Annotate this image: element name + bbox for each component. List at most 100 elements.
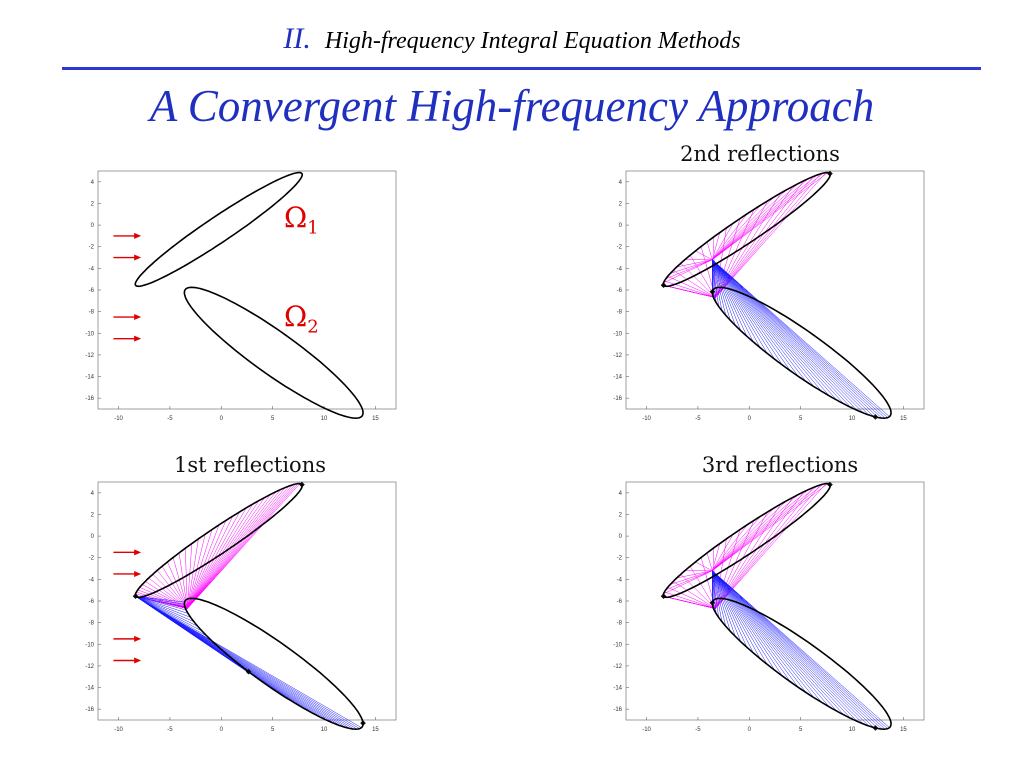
y-tick-label: -14 bbox=[85, 686, 94, 692]
ray-obstacle2 bbox=[712, 570, 874, 728]
x-tick-label: 15 bbox=[900, 416, 907, 422]
ray-obstacle1 bbox=[187, 511, 240, 609]
ray-obstacle2 bbox=[712, 259, 748, 337]
ray-obstacle2 bbox=[712, 570, 742, 642]
y-tick-label: -6 bbox=[89, 288, 95, 294]
ray-obstacle1 bbox=[187, 520, 227, 609]
y-tick-label: -8 bbox=[617, 310, 623, 316]
ray-obstacle2 bbox=[712, 570, 723, 622]
ray-obstacle1 bbox=[663, 570, 713, 595]
ray-obstacle1 bbox=[715, 483, 827, 609]
y-tick-label: 2 bbox=[619, 512, 623, 518]
ray-obstacle1 bbox=[715, 172, 827, 298]
incident-arrow-head bbox=[134, 570, 142, 577]
x-tick-label: 5 bbox=[271, 727, 275, 733]
ray-obstacle2 bbox=[135, 596, 358, 730]
ray-obstacle1 bbox=[712, 543, 721, 571]
ray-obstacle1 bbox=[187, 497, 266, 609]
ray-obstacle1 bbox=[663, 284, 716, 298]
y-tick-label: 2 bbox=[91, 512, 95, 518]
ray-obstacle1 bbox=[715, 173, 821, 298]
y-tick-label: -6 bbox=[89, 599, 95, 605]
ray-obstacle2 bbox=[712, 259, 807, 382]
ray-obstacle1 bbox=[712, 189, 788, 260]
x-tick-label: -10 bbox=[642, 727, 651, 733]
y-tick-label: -14 bbox=[613, 686, 622, 692]
ray-obstacle2 bbox=[712, 259, 783, 366]
plot-title-first: 1st reflections bbox=[173, 453, 326, 477]
ray-obstacle1 bbox=[665, 259, 713, 280]
ray-obstacle2 bbox=[135, 595, 185, 608]
ray-obstacle1 bbox=[157, 570, 188, 609]
ray-obstacle2 bbox=[712, 570, 719, 618]
ray-obstacle2 bbox=[712, 570, 799, 688]
ray-obstacle1 bbox=[187, 500, 260, 609]
obstacle-2 bbox=[183, 286, 364, 420]
obstacle-2 bbox=[711, 597, 892, 731]
incident-arrow-head bbox=[134, 635, 142, 642]
ray-obstacle2 bbox=[712, 259, 736, 326]
ray-obstacle2 bbox=[712, 570, 837, 712]
x-tick-label: 0 bbox=[220, 416, 224, 422]
ray-obstacle2 bbox=[712, 259, 815, 387]
ray-obstacle2 bbox=[712, 259, 775, 360]
y-tick-label: -12 bbox=[85, 664, 94, 670]
ray-obstacle1 bbox=[161, 566, 188, 609]
x-tick-label: -10 bbox=[642, 416, 651, 422]
ray-obstacle1 bbox=[145, 581, 188, 609]
ray-obstacle1 bbox=[712, 500, 788, 571]
y-tick-label: -14 bbox=[85, 375, 94, 381]
ray-obstacle2 bbox=[712, 570, 879, 729]
ray-obstacle2 bbox=[712, 570, 736, 637]
y-tick-label: -2 bbox=[89, 556, 95, 562]
x-tick-label: 15 bbox=[372, 416, 379, 422]
y-tick-label: -14 bbox=[613, 375, 622, 381]
ray-obstacle2 bbox=[712, 259, 851, 408]
ray-obstacle1 bbox=[663, 595, 716, 609]
y-tick-label: 0 bbox=[91, 534, 95, 540]
plot-second-reflections: -10 -5 0 5 10 15 4 2 0 -2 -4 -6 -8 -10 -12 -14 -16 bbox=[590, 165, 930, 425]
x-tick-label: 10 bbox=[849, 416, 856, 422]
ray-obstacle1 bbox=[152, 574, 188, 609]
y-tick-label: -6 bbox=[617, 288, 623, 294]
x-tick-label: -10 bbox=[114, 727, 123, 733]
y-tick-label: -2 bbox=[89, 245, 95, 251]
x-tick-label: 5 bbox=[799, 416, 803, 422]
incident-arrow-head bbox=[134, 335, 142, 342]
x-tick-label: 0 bbox=[748, 416, 752, 422]
y-tick-label: 4 bbox=[619, 491, 623, 497]
incident-arrow-head bbox=[134, 657, 142, 664]
ray-obstacle1 bbox=[187, 503, 253, 609]
ray-obstacle2 bbox=[712, 570, 845, 716]
ray-obstacle2 bbox=[712, 570, 890, 728]
y-tick-label: -8 bbox=[89, 621, 95, 627]
x-tick-label: -10 bbox=[114, 416, 123, 422]
ray-obstacle2 bbox=[712, 259, 830, 397]
ray-obstacle1 bbox=[712, 172, 824, 260]
ray-obstacle2 bbox=[712, 570, 754, 654]
ray-obstacle2 bbox=[712, 259, 888, 418]
ray-obstacle1 bbox=[712, 183, 799, 260]
ray-obstacle2 bbox=[712, 570, 883, 730]
x-tick-label: -5 bbox=[695, 727, 701, 733]
y-tick-label: -4 bbox=[617, 577, 623, 583]
obstacle-1 bbox=[662, 171, 831, 288]
ray-obstacle1 bbox=[680, 574, 716, 609]
x-tick-label: 0 bbox=[220, 727, 224, 733]
ray-obstacle1 bbox=[187, 494, 271, 609]
ray-obstacle2 bbox=[712, 570, 748, 648]
ray-obstacle1 bbox=[695, 250, 713, 260]
y-tick-label: -16 bbox=[85, 396, 94, 402]
ray-obstacle2 bbox=[712, 570, 886, 730]
ray-obstacle1 bbox=[187, 483, 296, 609]
ray-obstacle2 bbox=[712, 259, 874, 417]
ray-obstacle1 bbox=[670, 570, 713, 585]
section-number: II. bbox=[283, 22, 311, 55]
plot-first-reflections: -10 -5 0 5 10 15 4 2 0 -2 -4 -6 -8 -10 -12 -14 -16 bbox=[62, 476, 402, 736]
y-tick-label: 0 bbox=[619, 223, 623, 229]
y-tick-label: -16 bbox=[613, 396, 622, 402]
ray-obstacle1 bbox=[715, 503, 781, 609]
first-reflections-chart: -10 -5 0 5 10 15 4 2 0 -2 -4 -6 -8 -10 -12 -14 -16 bbox=[85, 481, 397, 733]
ray-obstacle1 bbox=[676, 570, 713, 579]
ray-obstacle2 bbox=[712, 259, 742, 331]
